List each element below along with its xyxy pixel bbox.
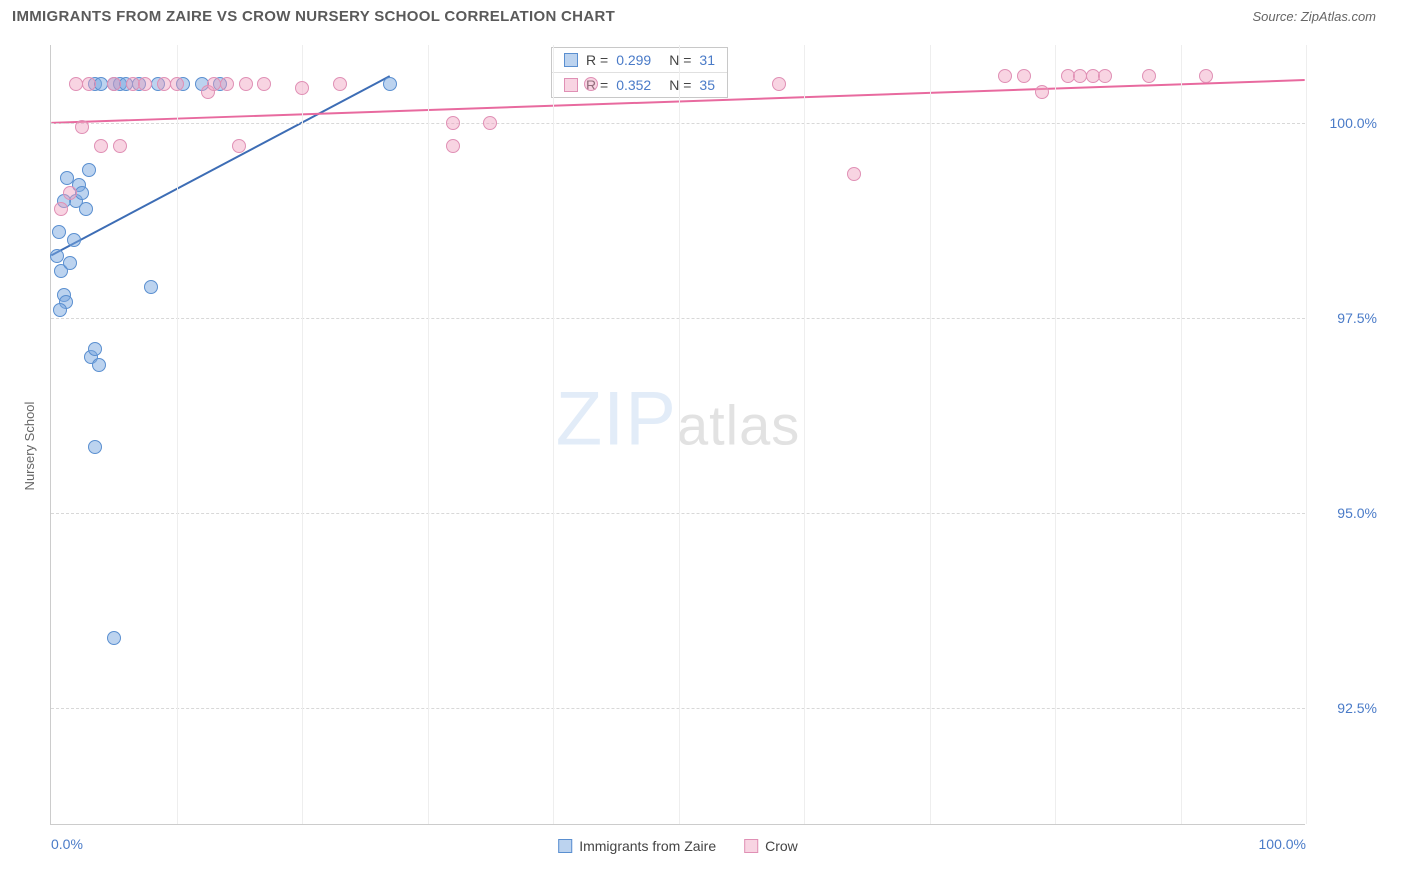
data-point — [483, 116, 497, 130]
data-point — [63, 186, 77, 200]
data-point — [1017, 69, 1031, 83]
legend-swatch — [564, 53, 578, 67]
gridline-v — [1306, 45, 1307, 824]
gridline-v — [428, 45, 429, 824]
data-point — [239, 77, 253, 91]
gridline-v — [1181, 45, 1182, 824]
data-point — [75, 186, 89, 200]
legend-n-label: N = — [669, 77, 691, 93]
x-tick-label: 100.0% — [1259, 836, 1306, 852]
chart-plot-area: ZIPatlas R = 0.299N = 31R = 0.352N = 35 … — [50, 45, 1305, 825]
data-point — [383, 77, 397, 91]
chart-title: IMMIGRANTS FROM ZAIRE VS CROW NURSERY SC… — [12, 8, 615, 25]
data-point — [107, 631, 121, 645]
data-point — [63, 256, 77, 270]
data-point — [295, 81, 309, 95]
data-point — [88, 440, 102, 454]
gridline-v — [679, 45, 680, 824]
gridline-v — [177, 45, 178, 824]
legend-r-value: 0.299 — [616, 52, 651, 68]
data-point — [92, 358, 106, 372]
data-point — [232, 139, 246, 153]
data-point — [1098, 69, 1112, 83]
legend-label: Crow — [765, 838, 798, 854]
y-axis-label: Nursery School — [22, 402, 37, 491]
legend-row: R = 0.299 N = 31 — [552, 48, 727, 72]
data-point — [53, 303, 67, 317]
source-label: Source: ZipAtlas.com — [1252, 9, 1376, 24]
legend-r-value: 0.352 — [616, 77, 651, 93]
data-point — [79, 202, 93, 216]
data-point — [60, 171, 74, 185]
data-point — [113, 139, 127, 153]
data-point — [847, 167, 861, 181]
data-point — [998, 69, 1012, 83]
gridline-v — [1055, 45, 1056, 824]
data-point — [144, 280, 158, 294]
legend-label: Immigrants from Zaire — [579, 838, 716, 854]
data-point — [170, 77, 184, 91]
legend-r-label: R = — [586, 52, 608, 68]
data-point — [584, 77, 598, 91]
data-point — [82, 77, 96, 91]
gridline-v — [930, 45, 931, 824]
y-tick-label: 92.5% — [1312, 700, 1377, 716]
data-point — [446, 116, 460, 130]
data-point — [1035, 85, 1049, 99]
data-point — [82, 163, 96, 177]
data-point — [88, 342, 102, 356]
gridline-v — [302, 45, 303, 824]
data-point — [52, 225, 66, 239]
data-point — [107, 77, 121, 91]
series-legend: Immigrants from Zaire Crow — [558, 838, 798, 854]
legend-n-label: N = — [669, 52, 691, 68]
legend-n-value: 35 — [699, 77, 715, 93]
correlation-legend: R = 0.299 N = 31R = 0.352 N = 35 — [551, 47, 728, 98]
legend-item: Immigrants from Zaire — [558, 838, 716, 854]
data-point — [1142, 69, 1156, 83]
legend-swatch — [558, 839, 572, 853]
data-point — [94, 139, 108, 153]
legend-swatch — [744, 839, 758, 853]
legend-row: R = 0.352N = 35 — [552, 72, 727, 97]
data-point — [220, 77, 234, 91]
data-point — [54, 202, 68, 216]
data-point — [1199, 69, 1213, 83]
legend-item: Crow — [744, 838, 798, 854]
y-tick-label: 100.0% — [1312, 115, 1377, 131]
legend-swatch — [564, 78, 578, 92]
legend-n-value: 31 — [699, 52, 715, 68]
data-point — [257, 77, 271, 91]
data-point — [75, 120, 89, 134]
x-tick-label: 0.0% — [51, 836, 83, 852]
data-point — [138, 77, 152, 91]
data-point — [67, 233, 81, 247]
y-tick-label: 95.0% — [1312, 505, 1377, 521]
data-point — [333, 77, 347, 91]
gridline-v — [804, 45, 805, 824]
gridline-v — [553, 45, 554, 824]
data-point — [772, 77, 786, 91]
y-tick-label: 97.5% — [1312, 310, 1377, 326]
data-point — [446, 139, 460, 153]
